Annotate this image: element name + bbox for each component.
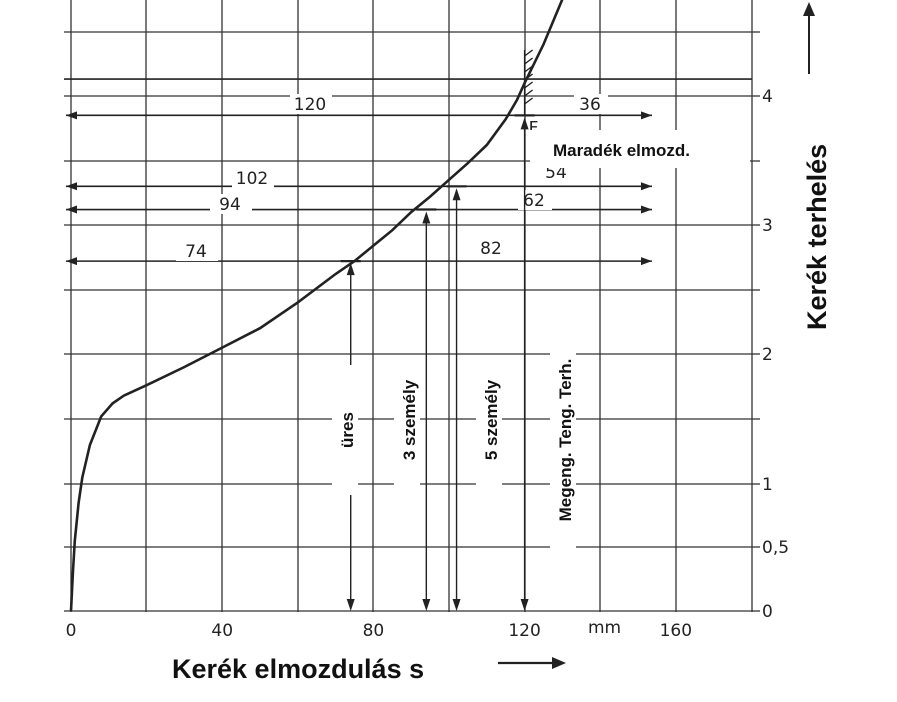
arrow-head — [346, 263, 355, 276]
x-axis-label: Kerék elmozdulás s — [172, 654, 424, 684]
operating-point-marks: F — [340, 114, 539, 263]
arrow-head — [66, 111, 77, 120]
dim-label-bg — [176, 241, 218, 261]
x-tick-label: 0 — [66, 621, 77, 641]
arrow-head — [66, 182, 77, 191]
y-axis-label: Kerék terhelés — [802, 144, 832, 330]
y-tick-label: 4 — [762, 87, 773, 107]
dim-label-bg — [290, 94, 332, 114]
arrow-head — [520, 599, 529, 611]
vertical-label-bg — [394, 355, 420, 485]
vertical-label-bg — [476, 355, 502, 485]
operating-point-label: üres — [338, 412, 357, 448]
vertical-label-bg — [332, 365, 358, 495]
dim-label-bg — [232, 168, 274, 188]
hatch-mark — [524, 97, 534, 105]
arrow-head — [641, 111, 652, 120]
operating-point-lines: üres 3 személy 5 személy Megeng. Teng. Terh… — [332, 49, 576, 611]
y-tick-label: 0,5 — [762, 538, 789, 558]
arrow-head — [452, 188, 461, 201]
hatch-mark — [524, 49, 534, 57]
hatch-mark — [524, 89, 534, 97]
y-tick-label: 3 — [762, 216, 773, 236]
y-axis-arrow — [803, 2, 815, 74]
arrow-head — [66, 257, 77, 266]
x-tick-label: 160 — [660, 621, 692, 641]
x-tick-label: 40 — [211, 621, 233, 641]
arrow-head — [66, 205, 77, 214]
y-tick-label: 1 — [762, 475, 773, 495]
arrow-head — [452, 599, 461, 611]
dim-label-bg — [518, 190, 552, 210]
arrow-head — [641, 257, 652, 266]
point-label-f: F — [529, 118, 539, 138]
hatch-mark — [524, 57, 534, 65]
dimension-label-right: 82 — [480, 239, 502, 259]
residual-displacement-label: Maradék elmozd. — [553, 141, 690, 160]
dimension-label-left: 120 — [294, 95, 326, 115]
dim-label-bg — [475, 238, 509, 258]
annotation-box — [530, 130, 750, 168]
x-axis-arrow — [498, 657, 566, 669]
grid — [64, 0, 760, 612]
arrow-head — [422, 211, 431, 224]
vertical-label-bg — [550, 325, 576, 555]
arrow-head — [641, 205, 652, 214]
dimension-label-left: 102 — [236, 169, 268, 189]
x-tick-label: 80 — [363, 621, 385, 641]
dim-label-bg — [210, 194, 252, 214]
x-tick-label: 120 — [508, 621, 540, 641]
dim-label-bg — [574, 94, 608, 114]
y-tick-label: 2 — [762, 345, 773, 365]
arrow-head — [422, 599, 431, 611]
x-axis-unit: mm — [588, 618, 621, 638]
load-displacement-curve — [69, 0, 564, 612]
operating-point-label: 3 személy — [400, 379, 419, 460]
dimension-label-left: 94 — [219, 195, 241, 215]
hatch-mark — [524, 81, 534, 89]
operating-point-label: 5 személy — [482, 379, 501, 460]
y-tick-label: 0 — [762, 602, 773, 622]
dimension-label-right: 36 — [579, 95, 601, 115]
arrow-head — [641, 182, 652, 191]
tick-labels: 0 40 80 120 160 0 0,5 1 2 3 4 — [66, 87, 789, 641]
arrow-head — [520, 117, 529, 130]
arrow-head — [346, 599, 355, 611]
dimension-label-left: 74 — [185, 242, 207, 262]
operating-point-label: Megeng. Teng. Terh. — [556, 359, 575, 522]
dimension-label-right: 62 — [523, 191, 545, 211]
